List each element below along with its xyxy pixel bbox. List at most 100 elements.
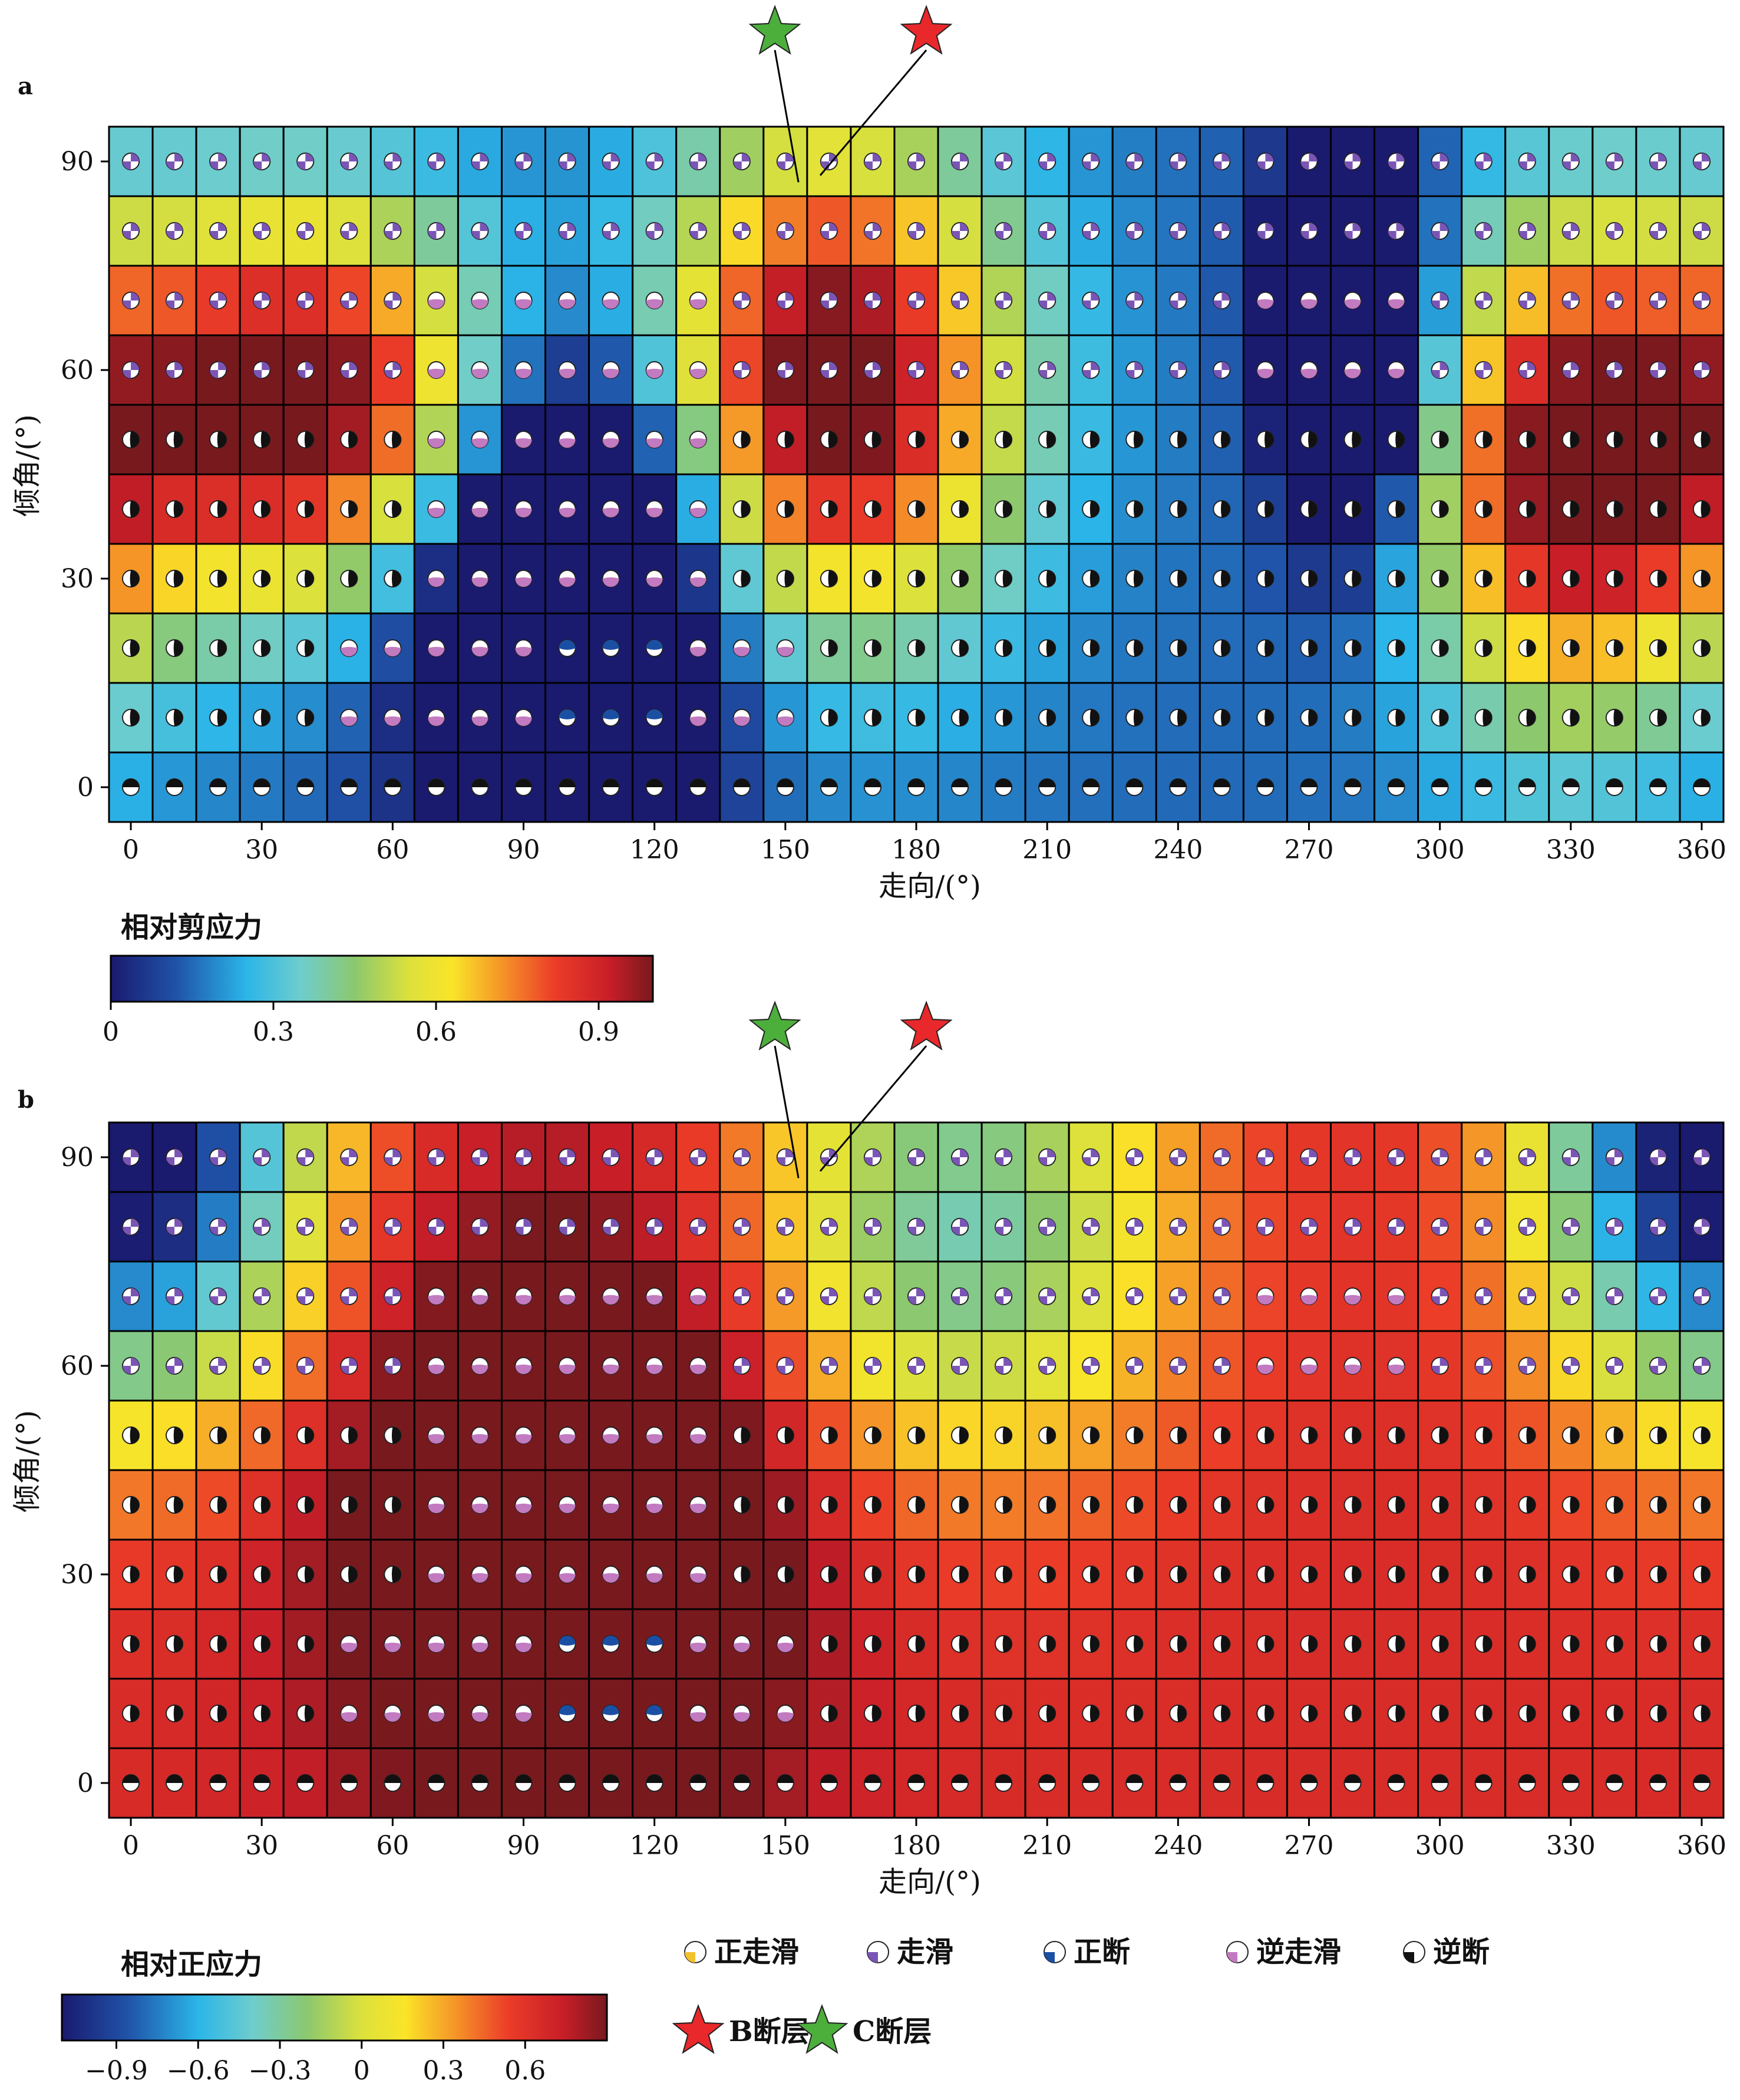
beachball-icon	[340, 1774, 358, 1792]
beachball-icon	[558, 1426, 576, 1445]
beachball-icon	[1431, 778, 1449, 797]
beachball-icon	[1692, 778, 1711, 797]
beachball-icon	[1300, 1635, 1318, 1653]
beachball-icon	[384, 1148, 402, 1167]
marker-leader-line	[774, 1045, 800, 1178]
beachball-icon	[340, 291, 358, 310]
beachball-icon	[689, 708, 707, 727]
x-tick-label: 90	[507, 1831, 540, 1861]
beachball-icon	[340, 361, 358, 379]
beachball-icon	[166, 708, 184, 727]
beachball-icon	[209, 500, 227, 519]
beachball-icon	[1038, 1774, 1056, 1792]
panel-b-axes: 0 30 60 90 120 150 180 210 240 270 300 330 360 0 30 60 9…	[61, 1121, 1726, 1861]
heatmap-cell	[719, 1330, 765, 1402]
colorbar-normal-bar	[61, 1993, 608, 2042]
beachball-icon	[253, 222, 271, 240]
beachball-icon	[1649, 1495, 1667, 1514]
colorbar-shear-title: 相对剪应力	[121, 911, 262, 944]
beachball-icon	[384, 1287, 402, 1306]
beachball-icon	[1605, 1704, 1623, 1723]
beachball-icon	[950, 1217, 969, 1236]
beachball-icon	[995, 1217, 1013, 1236]
beachball-icon	[1561, 569, 1580, 588]
beachball-icon	[995, 291, 1013, 310]
heatmap-cell	[806, 1330, 852, 1402]
beachball-icon	[776, 1565, 794, 1584]
beachball-icon	[558, 1495, 576, 1514]
beachball-icon	[602, 152, 620, 171]
beachball-icon	[820, 778, 838, 797]
x-tick-label: 330	[1546, 835, 1596, 865]
colorbar-normal-ticks: −0.9 −0.6 −0.3 0 0.3 0.6	[85, 2040, 546, 2086]
beachball-icon	[121, 569, 140, 588]
legend-mechanism-label: 正走滑	[714, 1936, 799, 1969]
beachball-icon	[1169, 708, 1187, 727]
beachball-icon	[863, 1774, 882, 1792]
beachball-icon	[689, 430, 707, 449]
beachball-icon	[863, 1635, 882, 1653]
beachball-icon	[907, 222, 926, 240]
beachball-icon	[253, 361, 271, 379]
beachball-icon	[1082, 1217, 1100, 1236]
beachball-icon	[732, 1704, 751, 1723]
beachball-icon	[253, 569, 271, 588]
beachball-icon	[1605, 291, 1623, 310]
beachball-icon	[1125, 1426, 1144, 1445]
beachball-icon	[1343, 1635, 1362, 1653]
beachball-icon	[427, 1495, 445, 1514]
beachball-icon	[776, 778, 794, 797]
beachball-icon	[209, 1565, 227, 1584]
beachball-icon	[1256, 778, 1275, 797]
beachball-icon	[1431, 1704, 1449, 1723]
heatmap-cell	[1417, 1191, 1463, 1263]
beachball-icon	[1649, 1704, 1667, 1723]
beachball-icon	[1518, 1495, 1536, 1514]
beachball-icon	[732, 1426, 751, 1445]
beachball-icon	[121, 1148, 140, 1167]
c-fault-star-icon	[748, 5, 801, 55]
beachball-icon	[776, 291, 794, 310]
beachball-icon	[732, 430, 751, 449]
x-tick-label: 60	[376, 835, 409, 865]
beachball-icon	[514, 500, 533, 519]
beachball-icon	[340, 1704, 358, 1723]
beachball-icon	[863, 500, 882, 519]
beachball-icon	[1125, 1287, 1144, 1306]
beachball-icon	[514, 430, 533, 449]
beachball-icon	[253, 639, 271, 658]
beachball-icon	[166, 1148, 184, 1167]
beachball-icon	[471, 1148, 489, 1167]
beachball-icon	[1125, 708, 1144, 727]
beachball-icon	[514, 1495, 533, 1514]
beachball-icon	[340, 1356, 358, 1375]
beachball-icon	[820, 1565, 838, 1584]
beachball-icon	[1169, 222, 1187, 240]
beachball-icon	[427, 361, 445, 379]
beachball-icon	[296, 708, 315, 727]
beachball-icon	[950, 1565, 969, 1584]
beachball-icon	[427, 1148, 445, 1167]
beachball-icon	[427, 569, 445, 588]
beachball-icon	[776, 1495, 794, 1514]
beachball-icon	[209, 1495, 227, 1514]
beachball-icon	[1343, 152, 1362, 171]
legend-mechanism-label: 走滑	[897, 1936, 953, 1969]
heatmap-cell	[1504, 404, 1550, 476]
beachball-icon	[514, 778, 533, 797]
beachball-icon	[514, 569, 533, 588]
beachball-icon	[471, 1356, 489, 1375]
beachball-icon	[950, 1287, 969, 1306]
beachball-icon	[732, 361, 751, 379]
beachball-icon	[471, 361, 489, 379]
beachball-icon	[1343, 222, 1362, 240]
beachball-icon	[645, 1704, 663, 1723]
beachball-icon	[471, 1565, 489, 1584]
beachball-icon	[776, 639, 794, 658]
beachball-icon	[1692, 1774, 1711, 1792]
beachball-icon	[1343, 1148, 1362, 1167]
beachball-icon	[121, 1426, 140, 1445]
beachball-icon	[1431, 1217, 1449, 1236]
beachball-icon	[689, 1635, 707, 1653]
beachball-icon	[121, 778, 140, 797]
